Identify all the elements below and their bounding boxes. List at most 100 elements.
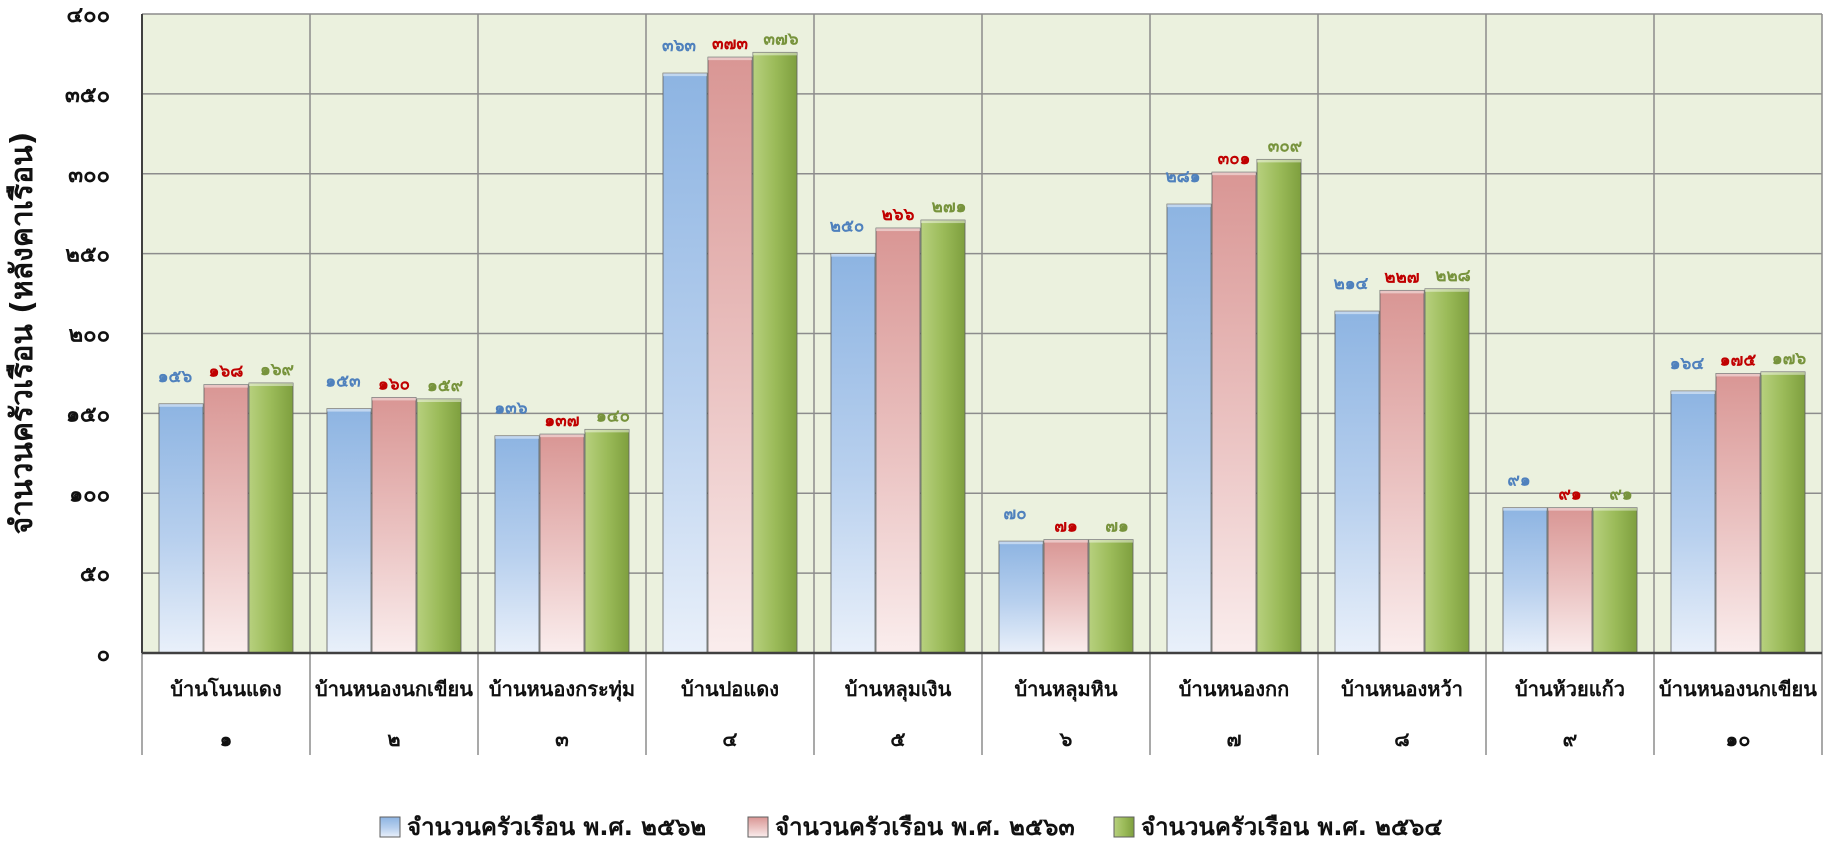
bar-highlight (1257, 159, 1301, 163)
bar-highlight (372, 397, 416, 401)
bar-highlight (921, 220, 965, 224)
bar-series-3 (1088, 539, 1134, 654)
bar-series-2 (875, 227, 921, 654)
bar-highlight (1761, 371, 1805, 375)
bar-series-1 (1502, 507, 1548, 654)
legend-swatch (1113, 816, 1135, 838)
bar-highlight (1671, 391, 1715, 395)
bar-highlight (1044, 539, 1088, 543)
data-label: ๑๓๗ (544, 411, 579, 431)
bar-highlight (753, 52, 797, 56)
x-category-label: บ้านหลุมเงิน (845, 677, 952, 702)
data-label: ๑๓๖ (494, 399, 527, 419)
x-category-number: ๑ (220, 727, 233, 751)
bar-highlight (1593, 507, 1637, 511)
x-category-number: ๔ (722, 727, 737, 751)
data-label: ๑๕๖ (158, 367, 193, 387)
x-category-label: บ้านปอแดง (681, 677, 779, 701)
legend-swatch (747, 816, 769, 838)
data-label: ๓๗๖ (763, 29, 798, 49)
x-category-number: ๕ (890, 727, 905, 751)
data-label: ๑๗๖ (1772, 349, 1807, 369)
data-label: ๑๖๔ (1670, 354, 1705, 374)
bar-highlight (327, 408, 371, 412)
data-label: ๑๗๕ (1720, 350, 1757, 370)
data-label: ๑๖๘ (209, 362, 244, 382)
legend-label: จำนวนครัวเรือน พ.ศ. ๒๕๖๒ (407, 813, 706, 841)
bar-series-2 (1211, 171, 1257, 654)
bar-highlight (1089, 539, 1133, 543)
bar-series-1 (1334, 310, 1380, 654)
bar-series-2 (1547, 507, 1593, 654)
bar-highlight (1425, 288, 1469, 292)
bar-series-3 (1760, 371, 1806, 654)
bar-highlight (876, 228, 920, 232)
x-category-number: ๑๐ (1726, 727, 1751, 751)
x-category-label: บ้านหลุมหิน (1014, 677, 1117, 702)
data-label: ๗๑ (1105, 517, 1129, 537)
y-tick-label: ๑๕๐ (66, 402, 110, 427)
bar-series-3 (1592, 507, 1638, 654)
bar-highlight (663, 73, 707, 77)
data-label: ๑๕๓ (325, 372, 361, 392)
data-label: ๗๑ (1054, 517, 1078, 537)
bar-series-3 (416, 398, 462, 654)
bar-series-3 (1256, 158, 1302, 654)
data-label: ๒๗๑ (932, 197, 967, 217)
data-label: ๗๐ (1003, 504, 1026, 524)
x-category-label: บ้านหนองนกเขียน (315, 677, 473, 701)
data-label: ๒๕๐ (830, 217, 864, 237)
bar-highlight (585, 429, 629, 433)
bar-series-2 (1043, 539, 1089, 654)
bar-series-1 (830, 253, 876, 654)
bar-series-2 (1379, 289, 1425, 654)
data-label: ๑๕๙ (427, 376, 463, 396)
x-category-number: ๗ (1226, 727, 1241, 751)
bars (158, 51, 1806, 654)
bar-highlight (417, 398, 461, 402)
bar-series-2 (707, 56, 753, 654)
y-tick-label: ๔๐๐ (66, 3, 110, 28)
y-tick-label: ๕๐ (80, 562, 110, 587)
bar-series-2 (371, 396, 417, 654)
data-label: ๓๗๓ (712, 34, 748, 54)
bar-series-2 (203, 384, 249, 654)
bar-series-3 (248, 382, 294, 654)
bar-series-1 (326, 408, 372, 654)
y-tick-label: ๒๕๐ (65, 243, 110, 268)
x-category-number: ๓ (555, 727, 569, 751)
data-label: ๒๘๑ (1165, 167, 1200, 187)
data-label: ๙๑ (1507, 471, 1530, 491)
data-label: ๙๑ (1609, 485, 1632, 505)
bar-series-1 (158, 403, 204, 654)
bar-highlight (1335, 311, 1379, 315)
y-tick-label: ๐ (97, 642, 110, 667)
x-category-label: บ้านโนนแดง (170, 677, 281, 701)
data-label: ๒๒๗ (1384, 267, 1419, 287)
y-tick-label: ๑๐๐ (69, 482, 110, 507)
y-tick-label: ๓๕๐ (65, 83, 110, 108)
legend: จำนวนครัวเรือน พ.ศ. ๒๕๖๒ จำนวนครัวเรือน พ… (379, 813, 1443, 841)
legend-label: จำนวนครัวเรือน พ.ศ. ๒๕๖๔ (1141, 813, 1443, 841)
bar-highlight (1380, 290, 1424, 294)
data-label: ๓๐๑ (1218, 149, 1251, 169)
bar-highlight (1503, 507, 1547, 511)
bar-highlight (540, 434, 584, 438)
x-category-label: บ้านหนองกก (1179, 677, 1289, 701)
bar-series-1 (1166, 203, 1212, 654)
data-label: ๒๒๘ (1435, 266, 1471, 286)
bar-series-3 (752, 51, 798, 654)
bar-highlight (1212, 172, 1256, 176)
data-label: ๓๐๙ (1268, 136, 1302, 156)
bar-highlight (495, 435, 539, 439)
bar-highlight (204, 384, 248, 388)
bar-series-1 (494, 435, 540, 654)
bar-series-1 (662, 72, 708, 654)
x-category-label: บ้านหนองกระทุ่ม (489, 677, 635, 702)
bar-highlight (249, 383, 293, 387)
data-label: ๑๖๙ (260, 360, 294, 380)
data-label: ๒๖๖ (882, 205, 915, 225)
